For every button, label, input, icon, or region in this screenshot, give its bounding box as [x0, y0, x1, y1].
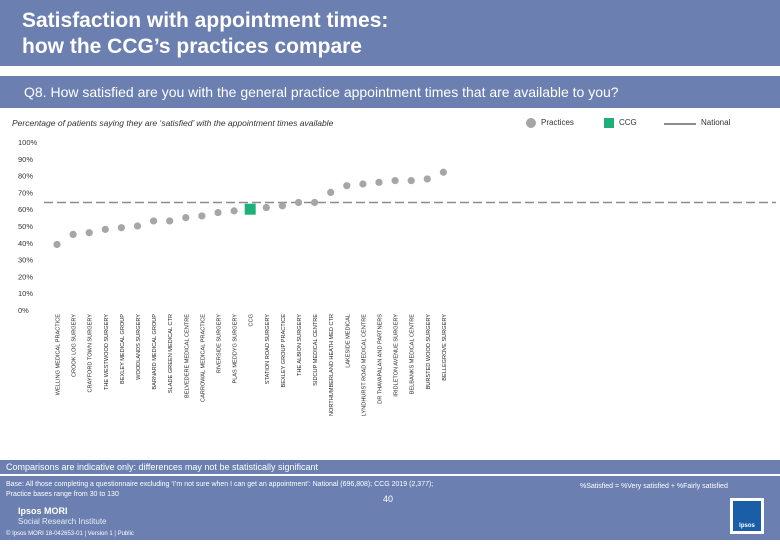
x-category-label: PLAS MEDDYG SURGERY	[233, 314, 239, 384]
question-bar: Q8. How satisfied are you with the gener…	[0, 76, 780, 108]
chart-subtitle: Percentage of patients saying they are ‘…	[12, 118, 334, 128]
x-category-label: WOODLANDS SURGERY	[136, 314, 142, 380]
y-tick-label: 70%	[18, 188, 33, 197]
comparisons-note: Comparisons are indicative only: differe…	[6, 462, 318, 472]
comparisons-bar: Comparisons are indicative only: differe…	[0, 460, 780, 474]
practice-point	[101, 225, 109, 233]
x-category-label: RIVERSIDE SURGERY	[217, 314, 223, 374]
y-tick-label: 20%	[18, 272, 33, 281]
practice-point	[182, 214, 190, 222]
x-category-label: WELLING MEDICAL PRACTICE	[56, 314, 62, 395]
practice-point	[391, 177, 399, 185]
x-category-label: BELVEDERE MEDICAL CENTRE	[184, 314, 190, 398]
x-category-label: BELBANKS MEDICAL CENTRE	[410, 314, 416, 395]
y-tick-label: 60%	[18, 205, 33, 214]
practice-point	[311, 198, 319, 207]
y-tick-label: 0%	[18, 306, 29, 315]
logo-subtitle: Social Research Institute	[18, 517, 107, 526]
x-category-label: BURSTED WOOD SURGERY	[426, 314, 432, 390]
x-category-label: BELLEGROVE SURGERY	[442, 314, 448, 381]
x-category-label: NORTHUMBERLAND HEATH MED CTR	[329, 314, 335, 416]
practice-point	[150, 217, 158, 225]
legend-ccg-marker	[604, 118, 614, 128]
x-category-label: THE WESTWOOD SURGERY	[104, 314, 110, 390]
practice-point	[423, 175, 431, 183]
legend-national-label: National	[701, 118, 731, 127]
x-category-label: IRIDLETON AVENUE SURGERY	[394, 314, 400, 397]
ccg-point	[244, 203, 256, 215]
legend-national-line	[664, 123, 696, 125]
practice-point	[375, 178, 383, 186]
practice-point	[359, 180, 367, 188]
practice-point	[407, 177, 415, 185]
practice-point	[439, 168, 447, 176]
y-tick-label: 10%	[18, 289, 33, 298]
x-category-label: BEXLEY MEDICAL GROUP	[120, 314, 126, 384]
practice-point	[166, 217, 174, 225]
y-tick-label: 100%	[18, 138, 38, 147]
y-tick-label: 50%	[18, 222, 33, 231]
page-title: Satisfaction with appointment times: how…	[22, 9, 389, 58]
ipsos-badge: Ipsos	[730, 498, 764, 534]
practice-point	[214, 208, 222, 217]
ipsos-badge-icon: Ipsos	[733, 501, 761, 531]
satisfaction-chart: 0% 10% 20% 30% 40% 50% 60% 70% 80% 90% 100% WELLIN…	[18, 138, 776, 416]
practice-point	[343, 182, 351, 190]
practice-point	[117, 224, 125, 232]
footer: Base: All those completing a questionnai…	[0, 476, 780, 540]
x-category-label: SIDCUP MEDICAL CENTRE	[313, 314, 319, 386]
y-tick-label: 90%	[18, 155, 33, 164]
practice-point	[133, 222, 142, 230]
x-category-label: LAKESIDE MEDICAL	[345, 314, 351, 368]
y-tick-label: 40%	[18, 239, 33, 248]
x-category-label: CROOK LOG SURGERY	[72, 314, 78, 377]
practice-point	[294, 198, 303, 207]
practice-point	[53, 240, 61, 249]
practice-point	[278, 202, 286, 210]
legend-practices-label: Practices	[541, 118, 574, 127]
x-category-label: BEXLEY GROUP PRACTICE	[281, 314, 287, 388]
practice-point	[327, 188, 335, 196]
practice-point	[69, 230, 77, 238]
practice-point	[230, 207, 238, 215]
practice-point	[262, 203, 270, 212]
practice-point	[198, 212, 206, 220]
x-category-label: LYNDHURST ROAD MEDICAL CENTRE	[361, 314, 367, 416]
x-category-label: SLADE GREEN MEDICAL CTR	[168, 314, 174, 393]
practice-point	[85, 229, 93, 237]
y-tick-label: 80%	[18, 172, 33, 181]
base-note: Base: All those completing a questionnai…	[6, 481, 434, 498]
question-text: Q8. How satisfied are you with the gener…	[24, 84, 619, 100]
page-number: 40	[383, 494, 394, 504]
legend-practices-marker	[526, 118, 536, 128]
title-bar: Satisfaction with appointment times: how…	[0, 0, 780, 66]
satisfied-definition: %Satisfied = %Very satisfied + %Fairly s…	[580, 483, 728, 490]
y-tick-label: 30%	[18, 256, 33, 265]
x-category-label: THE ALBION SURGERY	[297, 314, 303, 376]
x-category-label: CARROWAL MEDICAL PRACTICE	[200, 314, 206, 402]
x-category-label: DR THAVAPALAN AND PARTNERS	[378, 314, 384, 404]
x-category-label: BARNARD MEDICAL GROUP	[152, 314, 158, 390]
ipsos-mori-logo: Ipsos MORI	[18, 506, 68, 516]
x-category-label: CRAYFORD TOWN SURGERY	[88, 314, 94, 393]
x-category-label: CCG	[249, 314, 255, 326]
x-category-label: STATION ROAD SURGERY	[265, 314, 271, 385]
copyright: © Ipsos MORI 18-042653-01 | Version 1 | …	[6, 531, 134, 537]
legend-ccg-label: CCG	[619, 118, 637, 127]
